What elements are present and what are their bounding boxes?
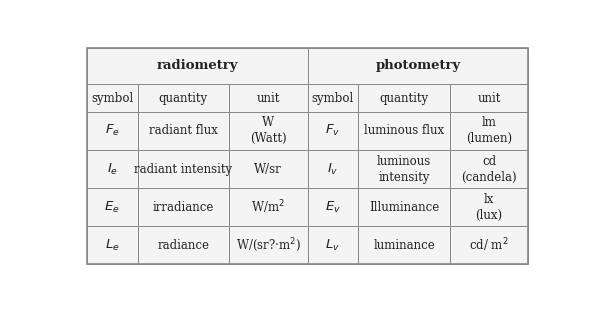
Text: radiant intensity: radiant intensity <box>134 163 232 176</box>
Text: W/(sr?·m$^2$): W/(sr?·m$^2$) <box>236 236 301 254</box>
Text: irradiance: irradiance <box>152 201 214 214</box>
Text: cd/ m$^2$: cd/ m$^2$ <box>469 236 509 254</box>
Bar <box>229 84 308 112</box>
Bar <box>308 84 358 112</box>
Text: lm
(lumen): lm (lumen) <box>466 116 512 146</box>
Bar <box>229 188 308 226</box>
Text: $L_v$: $L_v$ <box>325 238 340 253</box>
Text: symbol: symbol <box>312 91 354 104</box>
Bar <box>358 112 450 150</box>
Bar <box>358 188 450 226</box>
Bar <box>137 150 229 188</box>
Bar <box>86 48 308 84</box>
Text: $F_v$: $F_v$ <box>325 123 341 138</box>
Bar <box>308 112 358 150</box>
Text: quantity: quantity <box>158 91 208 104</box>
Bar <box>86 112 137 150</box>
Text: radiant flux: radiant flux <box>149 125 218 138</box>
Bar <box>137 188 229 226</box>
Bar <box>86 84 137 112</box>
Text: $F_e$: $F_e$ <box>104 123 119 138</box>
Text: photometry: photometry <box>376 59 461 73</box>
Text: quantity: quantity <box>380 91 428 104</box>
Text: Illuminance: Illuminance <box>369 201 439 214</box>
Text: luminous
intensity: luminous intensity <box>377 154 431 184</box>
Text: W/sr: W/sr <box>254 163 282 176</box>
Text: symbol: symbol <box>91 91 133 104</box>
Bar <box>308 226 358 264</box>
Bar <box>86 226 137 264</box>
Bar <box>450 112 529 150</box>
Bar <box>308 188 358 226</box>
Bar <box>450 226 529 264</box>
Bar <box>137 112 229 150</box>
Text: W/m$^2$: W/m$^2$ <box>251 198 285 216</box>
Bar <box>308 150 358 188</box>
Text: luminous flux: luminous flux <box>364 125 444 138</box>
Bar <box>308 48 529 84</box>
Text: luminance: luminance <box>373 239 435 252</box>
Bar <box>229 150 308 188</box>
Text: $I_v$: $I_v$ <box>327 162 339 176</box>
Bar <box>450 188 529 226</box>
Bar <box>229 112 308 150</box>
Text: $E_v$: $E_v$ <box>325 200 341 215</box>
Bar <box>358 226 450 264</box>
Bar <box>86 150 137 188</box>
Bar <box>229 226 308 264</box>
Text: $L_e$: $L_e$ <box>105 238 119 253</box>
Text: radiance: radiance <box>157 239 209 252</box>
Bar <box>358 84 450 112</box>
Bar <box>137 226 229 264</box>
Text: $E_e$: $E_e$ <box>104 200 120 215</box>
Text: cd
(candela): cd (candela) <box>461 154 517 184</box>
Text: radiometry: radiometry <box>157 59 238 73</box>
Bar <box>137 84 229 112</box>
Bar <box>450 150 529 188</box>
Text: unit: unit <box>257 91 280 104</box>
Text: lx
(lux): lx (lux) <box>476 193 503 222</box>
Text: $I_e$: $I_e$ <box>107 162 118 176</box>
Bar <box>450 84 529 112</box>
Bar <box>358 150 450 188</box>
Text: unit: unit <box>478 91 501 104</box>
Bar <box>86 188 137 226</box>
Text: W
(Watt): W (Watt) <box>250 116 287 146</box>
